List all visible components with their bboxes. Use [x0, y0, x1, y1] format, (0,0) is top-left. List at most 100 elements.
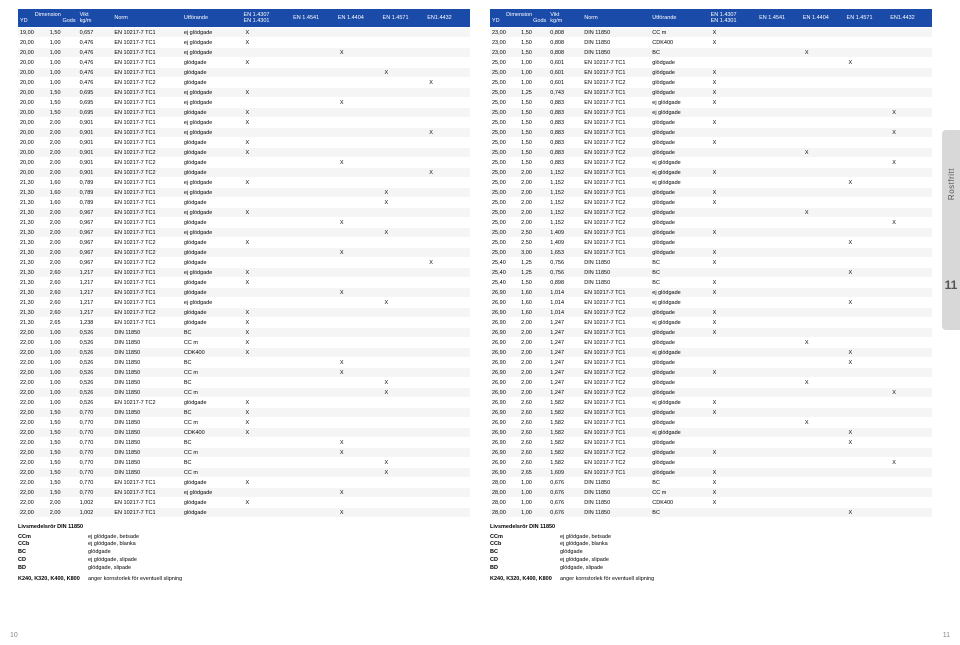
table-cell: EN 10217-7 TC1 [112, 108, 182, 117]
table-cell: 1,50 [48, 108, 78, 117]
table-cell [425, 38, 470, 47]
table-cell [888, 508, 932, 517]
table-row: 21,302,601,217EN 10217-7 TC2glödgadeX [18, 308, 470, 317]
table-cell [801, 248, 845, 257]
table-cell: 1,25 [519, 258, 548, 267]
table-cell: 26,90 [490, 348, 519, 357]
table-cell [381, 58, 426, 67]
table-cell: 0,901 [78, 168, 113, 177]
table-cell [241, 68, 291, 77]
table-cell [336, 78, 381, 87]
table-cell: 22,00 [18, 408, 48, 417]
table-cell [241, 288, 291, 297]
table-row: 25,002,001,152EN 10217-7 TC2glödgadeX [490, 198, 932, 207]
table-cell: ej glödgade [182, 298, 242, 307]
table-cell: BC [650, 278, 708, 287]
table-cell: 0,967 [78, 208, 113, 217]
table-cell [757, 378, 801, 387]
hdr-14404: EN 1.4404 [336, 9, 381, 27]
table-cell: 1,217 [78, 308, 113, 317]
table-cell: 25,00 [490, 88, 519, 97]
table-cell [425, 268, 470, 277]
table-cell: 26,90 [490, 408, 519, 417]
table-cell: glödgade [650, 58, 708, 67]
table-cell: 1,152 [548, 178, 582, 187]
table-cell: 2,60 [519, 428, 548, 437]
hdr-norm: Norm [582, 9, 650, 27]
table-cell [381, 98, 426, 107]
table-row: 26,902,001,247EN 10217-7 TC1glödgadeX [490, 328, 932, 337]
table-cell: 2,00 [519, 368, 548, 377]
table-cell [888, 478, 932, 487]
table-cell [425, 348, 470, 357]
table-cell: 1,50 [48, 98, 78, 107]
table-cell: 1,00 [48, 348, 78, 357]
table-cell [845, 108, 889, 117]
table-cell: 25,00 [490, 208, 519, 217]
table-cell: 2,50 [519, 228, 548, 237]
table-cell: X [336, 218, 381, 227]
table-cell: 0,770 [78, 488, 113, 497]
table-cell: 1,25 [519, 268, 548, 277]
table-cell [888, 238, 932, 247]
table-cell [381, 258, 426, 267]
table-cell [801, 498, 845, 507]
table-cell: 2,00 [519, 188, 548, 197]
table-cell [757, 198, 801, 207]
table-cell [291, 68, 336, 77]
table-row: 20,001,500,695EN 10217-7 TC1glödgadeX [18, 108, 470, 117]
table-cell: 2,00 [48, 148, 78, 157]
table-cell: 0,883 [548, 148, 582, 157]
table-cell: EN 10217-7 TC1 [112, 178, 182, 187]
table-cell [425, 478, 470, 487]
table-cell: 1,014 [548, 308, 582, 317]
table-cell: EN 10217-7 TC2 [582, 388, 650, 397]
table-cell [888, 428, 932, 437]
table-cell: 25,00 [490, 198, 519, 207]
table-cell: EN 10217-7 TC1 [582, 128, 650, 137]
legend-value: ej glödgade, slipade [560, 557, 609, 565]
table-cell: glödgade [650, 88, 708, 97]
table-cell: 0,883 [548, 128, 582, 137]
table-cell [291, 348, 336, 357]
table-row: 26,902,601,582EN 10217-7 TC1ej glödgadeX [490, 398, 932, 407]
table-cell [757, 418, 801, 427]
table-cell [291, 308, 336, 317]
table-cell: 2,00 [519, 358, 548, 367]
table-cell: 0,967 [78, 238, 113, 247]
legend-row: CCmej glödgade, betsade [18, 534, 470, 542]
table-cell: EN 10217-7 TC1 [112, 228, 182, 237]
hdr-dimension: DimensionYDGods [18, 9, 78, 27]
table-cell: 21,30 [18, 198, 48, 207]
table-cell: 25,00 [490, 148, 519, 157]
table-cell [801, 488, 845, 497]
table-cell [425, 108, 470, 117]
table-cell: EN 10217-7 TC1 [112, 298, 182, 307]
table-cell [291, 208, 336, 217]
table-cell: X [845, 298, 889, 307]
table-cell: EN 10217-7 TC1 [582, 98, 650, 107]
table-cell: DIN 11850 [112, 358, 182, 367]
table-cell [291, 38, 336, 47]
table-cell: X [336, 508, 381, 517]
table-cell: DIN 11850 [582, 258, 650, 267]
table-row: 22,001,000,526DIN 11850BCX [18, 378, 470, 387]
table-cell [241, 448, 291, 457]
table-cell: 1,60 [519, 288, 548, 297]
table-cell [757, 68, 801, 77]
table-cell [381, 328, 426, 337]
table-cell [888, 48, 932, 57]
table-cell: 22,00 [18, 478, 48, 487]
table-cell [336, 298, 381, 307]
hdr-14571: EN 1.4571 [381, 9, 426, 27]
table-cell: X [709, 68, 758, 77]
table-cell: 0,743 [548, 88, 582, 97]
table-cell [757, 238, 801, 247]
table-cell: 0,883 [548, 118, 582, 127]
table-cell [757, 478, 801, 487]
table-row: 22,001,000,526DIN 11850CC mX [18, 388, 470, 397]
table-cell: 1,00 [48, 338, 78, 347]
table-cell: DIN 11850 [112, 418, 182, 427]
table-cell [425, 238, 470, 247]
table-cell: 20,00 [18, 68, 48, 77]
